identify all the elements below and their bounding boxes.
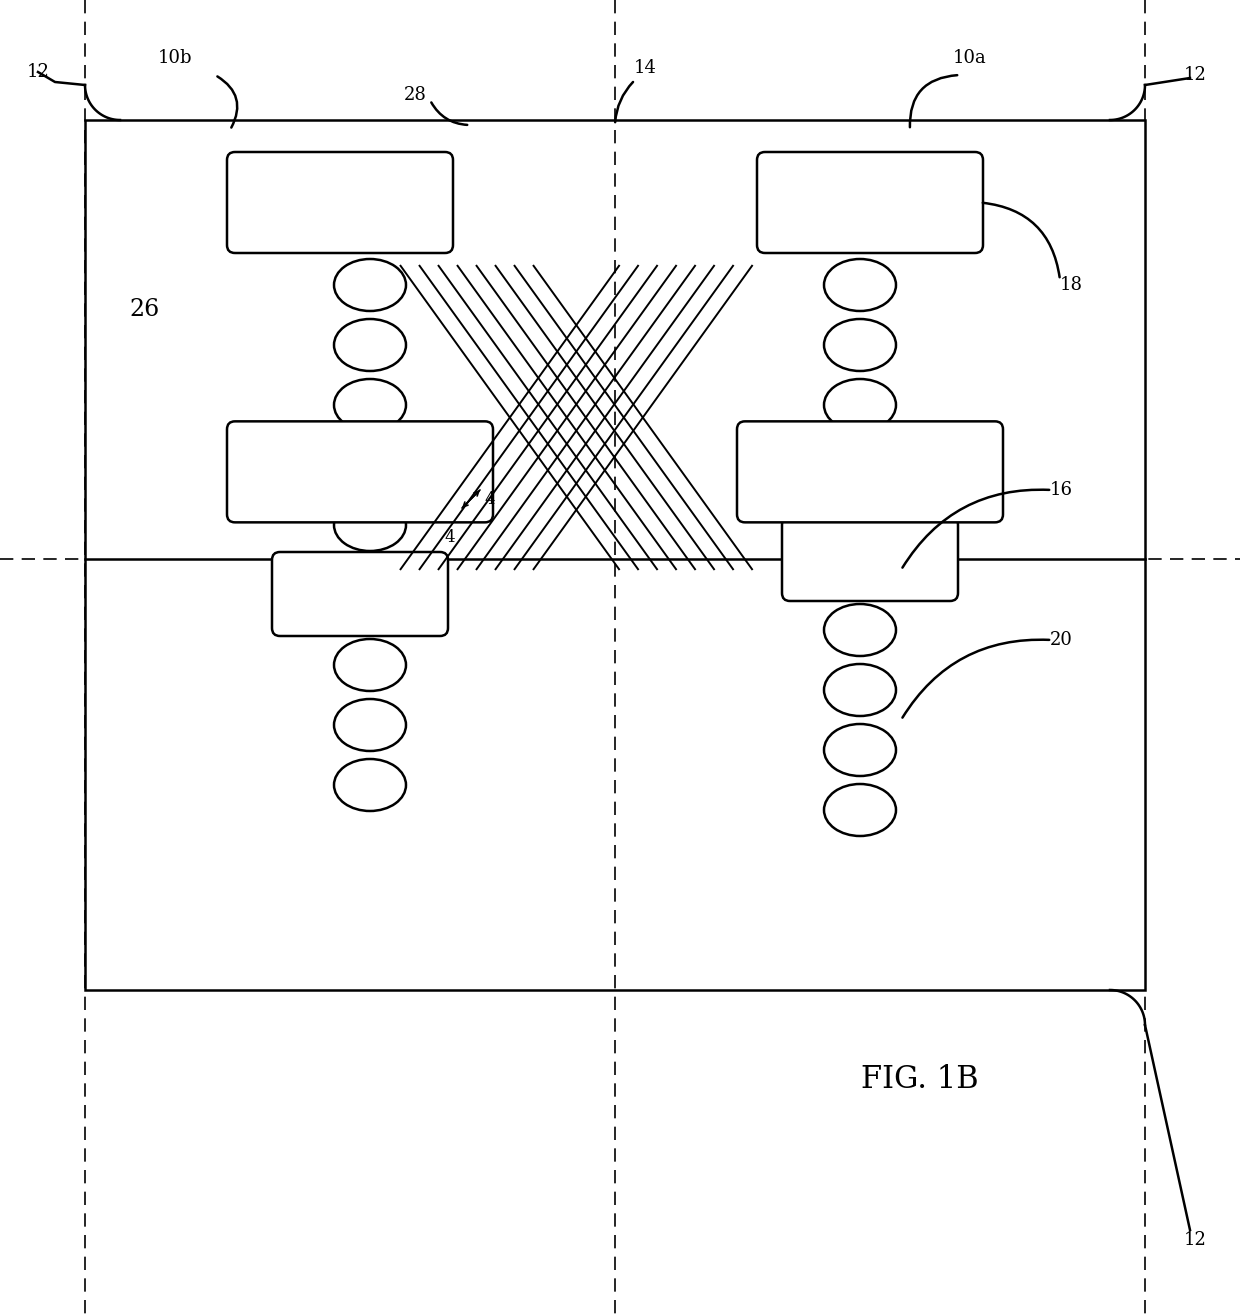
Text: 10b: 10b — [157, 49, 192, 67]
Text: 12: 12 — [1183, 66, 1207, 84]
Ellipse shape — [825, 440, 897, 491]
FancyBboxPatch shape — [272, 551, 448, 636]
Text: 12: 12 — [26, 63, 50, 82]
Text: 4: 4 — [485, 491, 495, 508]
Text: 4: 4 — [445, 529, 455, 546]
Ellipse shape — [825, 318, 897, 371]
Text: 16: 16 — [1050, 482, 1073, 499]
Ellipse shape — [334, 440, 405, 491]
Text: 10a: 10a — [954, 49, 987, 67]
Ellipse shape — [825, 604, 897, 655]
Ellipse shape — [334, 318, 405, 371]
Ellipse shape — [334, 759, 405, 811]
Ellipse shape — [825, 665, 897, 716]
Text: 20: 20 — [1050, 630, 1073, 649]
Text: 18: 18 — [1060, 276, 1083, 293]
Ellipse shape — [825, 784, 897, 836]
FancyBboxPatch shape — [227, 153, 453, 253]
FancyBboxPatch shape — [782, 517, 959, 601]
Ellipse shape — [825, 259, 897, 311]
Text: 26: 26 — [130, 297, 160, 321]
Text: 14: 14 — [634, 59, 656, 78]
Ellipse shape — [825, 724, 897, 776]
Text: 12: 12 — [1183, 1230, 1207, 1249]
FancyBboxPatch shape — [737, 421, 1003, 522]
FancyBboxPatch shape — [227, 421, 494, 522]
Text: FIG. 1B: FIG. 1B — [862, 1065, 978, 1095]
Ellipse shape — [334, 499, 405, 551]
Ellipse shape — [334, 640, 405, 691]
Bar — [86, 120, 1145, 990]
Ellipse shape — [825, 379, 897, 432]
FancyBboxPatch shape — [756, 153, 983, 253]
Ellipse shape — [334, 699, 405, 751]
Text: 28: 28 — [403, 86, 427, 104]
Ellipse shape — [334, 379, 405, 432]
Ellipse shape — [334, 259, 405, 311]
